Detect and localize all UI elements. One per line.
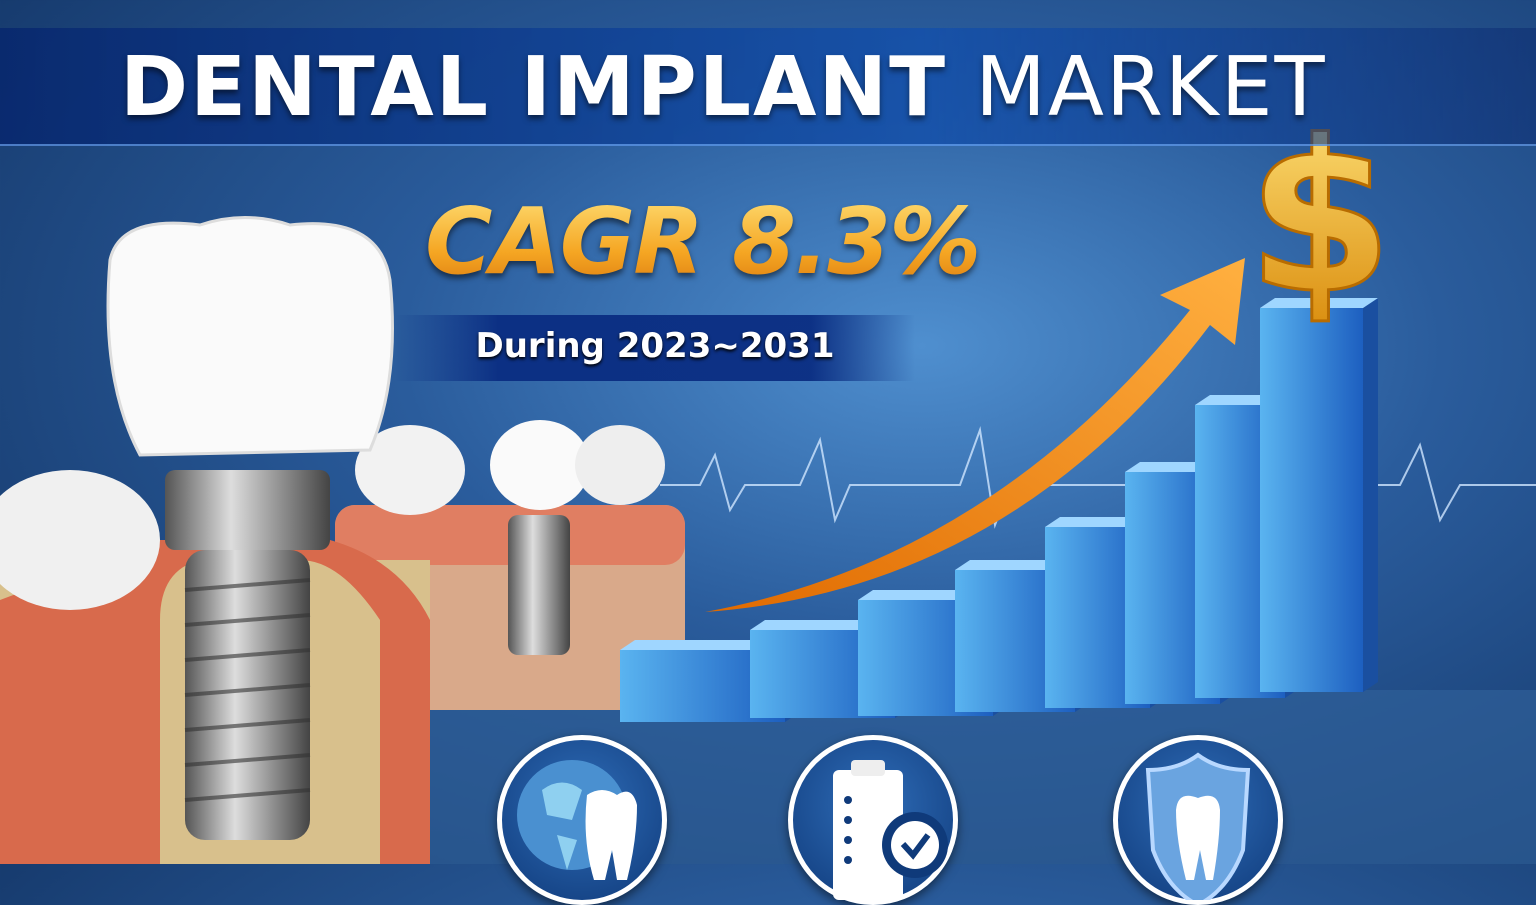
growth-bar-chart xyxy=(620,298,1378,722)
period-banner xyxy=(395,315,915,381)
title-light: MARKET xyxy=(975,40,1327,135)
cagr-value: 8.3% xyxy=(732,188,980,295)
cagr-headline: CAGR 8.3% xyxy=(425,188,979,295)
growth-arrow xyxy=(705,258,1245,612)
title-banner xyxy=(0,28,1536,146)
clipboard-check-icon xyxy=(788,735,958,905)
cagr-label: CAGR xyxy=(425,188,703,295)
period-text: During 2023~2031 xyxy=(475,326,835,366)
bar-top xyxy=(1260,298,1378,308)
front-implant-model xyxy=(0,216,430,864)
bar-side xyxy=(1363,298,1378,692)
page-title: DENTAL IMPLANT MARKET xyxy=(120,40,1327,135)
shield-tooth-icon xyxy=(1113,735,1283,905)
title-bold: DENTAL IMPLANT xyxy=(120,40,948,135)
globe-tooth-icon xyxy=(497,735,667,905)
heartbeat-line xyxy=(660,426,1536,529)
bar-8 xyxy=(1260,308,1363,692)
